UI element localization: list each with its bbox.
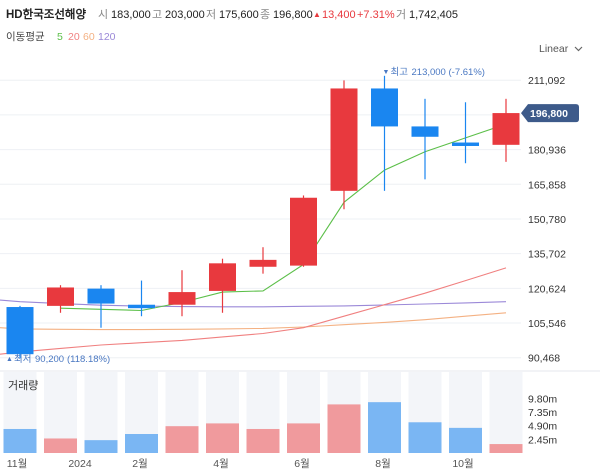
volume-bar bbox=[84, 440, 118, 453]
change-value: 13,400 bbox=[322, 9, 356, 21]
high-value: 203,000 bbox=[165, 9, 205, 21]
volume-label: 거 bbox=[396, 8, 406, 21]
x-tick-label: 2월 bbox=[132, 458, 148, 470]
volume-bar bbox=[449, 427, 482, 453]
volume-bar bbox=[44, 438, 77, 453]
x-tick-label: 10월 bbox=[452, 458, 473, 470]
x-tick-label: 6월 bbox=[294, 458, 310, 470]
volume-column-bg bbox=[84, 372, 118, 453]
volume-pane-title: 거래량 bbox=[8, 379, 38, 392]
candle-body bbox=[87, 288, 115, 304]
x-tick-label: 11월 bbox=[7, 458, 28, 470]
candle-body bbox=[330, 88, 358, 191]
candle-body bbox=[6, 307, 34, 355]
close-value: 196,800 bbox=[273, 9, 313, 21]
low-marker-icon: ▲ bbox=[6, 356, 13, 363]
high-label: 고 bbox=[152, 9, 162, 21]
change-percent: +7.31% bbox=[357, 9, 395, 21]
candle-body bbox=[290, 197, 317, 266]
y-tick-label: 135,702 bbox=[528, 249, 566, 261]
volume-bars bbox=[3, 402, 523, 453]
low-annotation-label: 최저 bbox=[14, 354, 31, 365]
current-price-tag: 196,800 bbox=[521, 104, 579, 123]
volume-bar bbox=[125, 434, 158, 453]
candle-body bbox=[168, 292, 196, 305]
moving-average-lines bbox=[0, 123, 507, 355]
ma120-line bbox=[0, 299, 507, 308]
y-tick-label: 150,780 bbox=[528, 214, 566, 226]
low-annotation-value: 90,200 bbox=[35, 354, 64, 365]
candle-body bbox=[47, 287, 74, 306]
volume-bar bbox=[287, 423, 320, 453]
y-tick-label: 180,936 bbox=[528, 145, 566, 157]
candle-body bbox=[249, 259, 277, 267]
high-annotation-percent: (-7.61%) bbox=[449, 67, 485, 78]
y-tick-label: 105,546 bbox=[528, 318, 566, 330]
chevron-down-icon[interactable] bbox=[574, 46, 583, 52]
ma5-legend[interactable]: 5 bbox=[57, 31, 63, 43]
y-tick-label: 90,468 bbox=[528, 353, 560, 365]
candle-body bbox=[209, 263, 236, 291]
ma60-legend[interactable]: 60 bbox=[83, 31, 95, 43]
price-grid bbox=[0, 79, 521, 359]
close-label: 종 bbox=[260, 9, 270, 21]
volume-bar bbox=[489, 444, 523, 453]
x-tick-label: 2024 bbox=[68, 458, 92, 470]
ma120-legend[interactable]: 120 bbox=[98, 31, 116, 43]
high-marker-icon: ▼ bbox=[383, 69, 390, 76]
volume-bar bbox=[408, 422, 442, 453]
x-tick-label: 4월 bbox=[213, 458, 229, 470]
candle-body bbox=[452, 142, 479, 146]
candles bbox=[6, 75, 520, 359]
volume-bar bbox=[3, 428, 37, 453]
up-arrow-icon: ▲ bbox=[313, 10, 321, 19]
high-annotation-label: 최고 bbox=[391, 67, 409, 78]
ma60-line bbox=[0, 312, 507, 331]
price-axis: 90,468 105,546 120,624 135,702 150,780 165,85… bbox=[528, 75, 566, 365]
volume-column-bg bbox=[489, 372, 523, 453]
low-label: 저 bbox=[206, 8, 216, 21]
volume-tick-label: 2.45m bbox=[528, 434, 557, 446]
open-value: 183,000 bbox=[111, 9, 151, 21]
current-price-label: 196,800 bbox=[530, 108, 568, 120]
x-tick-label: 8월 bbox=[375, 458, 391, 470]
ma20-line bbox=[0, 267, 507, 355]
low-annotation-percent: (118.18%) bbox=[67, 354, 110, 365]
scale-toggle[interactable]: Linear bbox=[539, 43, 569, 55]
y-tick-label: 165,858 bbox=[528, 179, 566, 191]
time-axis: 11월 2024 2월 4월 6월 8월 10월 bbox=[7, 458, 474, 470]
volume-bar bbox=[368, 402, 401, 453]
y-tick-label: 211,092 bbox=[528, 75, 565, 87]
high-annotation-value: 213,000 bbox=[412, 67, 446, 78]
volume-tick-label: 9.80m bbox=[528, 393, 557, 405]
volume-tick-label: 7.35m bbox=[528, 407, 557, 419]
ma-legend-label: 이동평균 bbox=[6, 31, 45, 43]
ma5-line bbox=[60, 123, 507, 312]
volume-bar bbox=[246, 428, 280, 453]
ma20-legend[interactable]: 20 bbox=[68, 31, 80, 43]
stock-name: HD한국조선해양 bbox=[6, 7, 87, 21]
volume-tick-label: 4.90m bbox=[528, 421, 557, 433]
y-tick-label: 120,624 bbox=[528, 283, 566, 295]
open-label: 시 bbox=[98, 9, 108, 21]
volume-bar bbox=[327, 404, 361, 453]
candle-body bbox=[128, 304, 155, 309]
low-value: 175,600 bbox=[219, 9, 259, 21]
volume-bar bbox=[165, 426, 199, 453]
candle-body bbox=[411, 126, 439, 137]
volume-value: 1,742,405 bbox=[409, 9, 458, 21]
candle-body bbox=[492, 113, 520, 145]
volume-bar bbox=[206, 423, 239, 453]
price-tag-shape bbox=[521, 104, 579, 123]
candle-body bbox=[371, 88, 398, 127]
